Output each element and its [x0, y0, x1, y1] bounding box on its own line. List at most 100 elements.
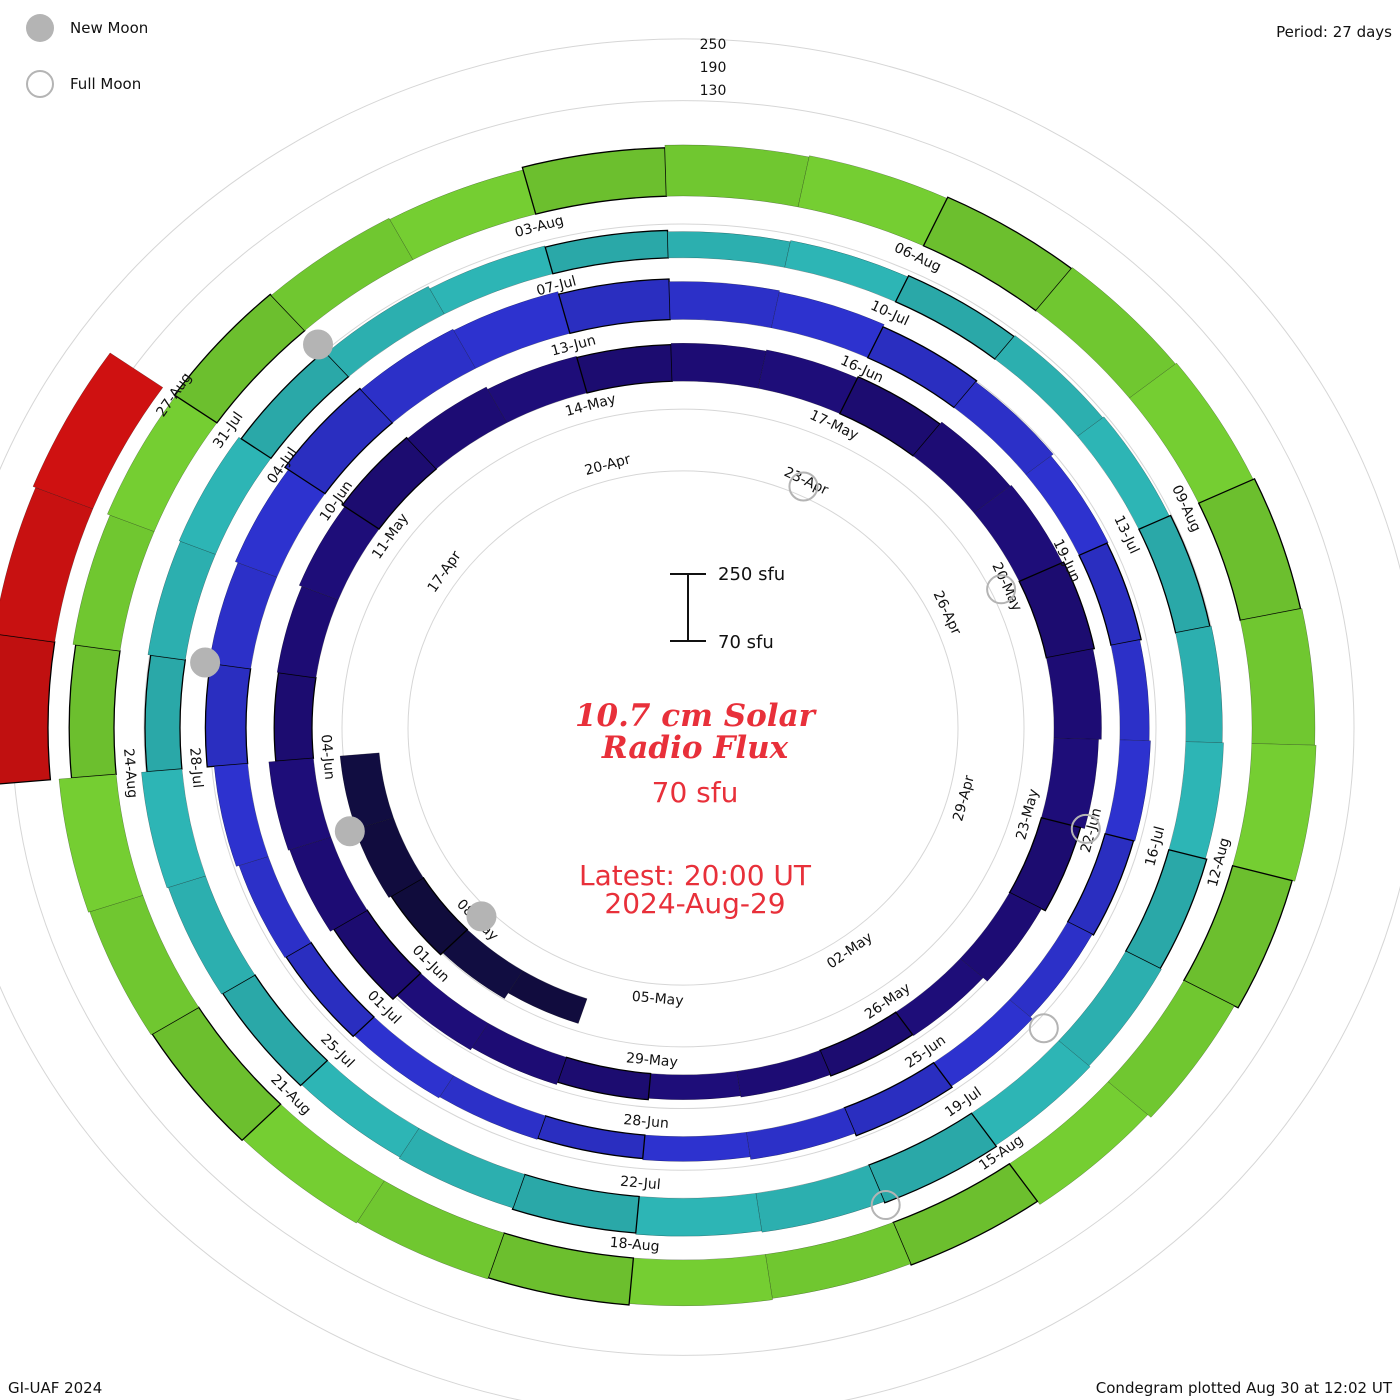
- guide-circle: [341, 408, 1025, 1048]
- flux-day-segment: [1107, 980, 1235, 1118]
- flux-day-segment: [642, 1132, 751, 1162]
- scale-bar-bottom-label: 70 sfu: [718, 632, 774, 653]
- date-tick-label: 16-Jul: [1142, 825, 1168, 868]
- flux-day-segment: [326, 286, 445, 377]
- flux-day-segment: [147, 541, 216, 660]
- flux-day-segment: [173, 293, 306, 424]
- date-tick-label: 20-Apr: [583, 451, 633, 479]
- flux-day-segment: [439, 1075, 546, 1140]
- footer-credit: GI-UAF 2024: [8, 1379, 103, 1397]
- flux-day-segment: [72, 515, 155, 652]
- full-moon-marker: [1028, 1013, 1059, 1044]
- flux-day-segment: [1197, 477, 1302, 622]
- date-tick-label: 29-Apr: [950, 774, 978, 824]
- flux-day-segment: [1009, 1081, 1148, 1205]
- chart-title-line1: 10.7 cm Solar: [574, 698, 816, 734]
- flux-day-segment: [332, 909, 422, 1001]
- flux-day-segment: [511, 1173, 640, 1234]
- guide-circle: [407, 470, 959, 986]
- flux-day-segment: [360, 329, 476, 423]
- flux-day-segment: [271, 218, 414, 331]
- date-tick-label: 22-Jul: [619, 1174, 661, 1193]
- flux-day-segment: [576, 343, 673, 394]
- flux-day-segment: [797, 155, 948, 246]
- date-tick-label: 26-Apr: [930, 588, 964, 637]
- full-moon-marker: [788, 471, 819, 502]
- flux-day-segment: [819, 1011, 914, 1077]
- flux-day-segment: [1110, 639, 1150, 741]
- full-moon-marker: [986, 574, 1017, 605]
- flux-day-segment: [771, 291, 885, 358]
- flux-day-segment: [68, 644, 121, 779]
- flux-day-segment: [755, 1164, 885, 1233]
- new-moon-marker: [466, 901, 497, 932]
- flux-day-segment: [1018, 561, 1096, 659]
- flux-day-segment: [746, 1107, 856, 1160]
- flux-day-segment: [557, 278, 671, 335]
- flux-day-segment: [1008, 816, 1082, 912]
- flux-day-segment: [667, 231, 791, 268]
- flux-day-segment: [508, 970, 588, 1024]
- flux-day-segment: [1041, 737, 1099, 829]
- flux-day-segment: [736, 1050, 831, 1098]
- full-moon-marker: [1070, 813, 1101, 844]
- flux-day-segment: [669, 281, 780, 328]
- flux-day-segment: [635, 1193, 762, 1237]
- date-tick-label: 23-Apr: [781, 464, 830, 498]
- legend-full-moon: Full Moon: [26, 70, 141, 98]
- flux-day-segment: [1232, 743, 1317, 882]
- flux-day-segment: [208, 562, 278, 669]
- radial-scale-labels: 250 190 130: [700, 37, 727, 99]
- flux-day-segment: [32, 352, 163, 509]
- flux-day-segment: [953, 381, 1054, 475]
- date-tick-label: 24-Aug: [120, 748, 140, 799]
- new-moon-marker: [303, 329, 334, 360]
- chart-title-line2: Radio Flux: [601, 730, 789, 766]
- flux-day-segment: [1175, 625, 1223, 743]
- scale-bar-top-label: 250 sfu: [718, 564, 785, 585]
- flux-day-segment: [670, 343, 767, 389]
- flux-day-segment: [843, 1061, 954, 1137]
- flux-day-segment: [895, 958, 984, 1036]
- flux-day-segment: [398, 1128, 525, 1209]
- date-tick-label: 05-May: [631, 989, 684, 1009]
- flux-day-segment: [629, 1254, 773, 1306]
- scale-label-130: 130: [700, 83, 727, 99]
- flux-day-segment: [1066, 832, 1135, 936]
- guide-circle: [0, 38, 1400, 1400]
- flux-day-segment: [407, 386, 508, 470]
- flux-day-segment: [341, 436, 438, 530]
- date-tick-label: 18-Aug: [609, 1235, 660, 1255]
- flux-day-segment: [283, 387, 394, 495]
- flux-day-segment: [784, 240, 909, 302]
- flux-day-segment: [389, 169, 536, 260]
- full-moon-marker: [870, 1190, 901, 1221]
- flux-day-segment: [204, 662, 252, 768]
- full-moon-label: Full Moon: [70, 75, 142, 93]
- flux-scale-bar: 250 sfu 70 sfu: [670, 564, 785, 653]
- flux-day-segment: [1240, 608, 1316, 746]
- flux-day-segment: [1168, 741, 1224, 859]
- flux-day-segment: [141, 768, 206, 888]
- flux-day-segment: [453, 291, 571, 369]
- latest-date: 2024-Aug-29: [604, 887, 786, 920]
- flux-day-segment: [544, 229, 670, 275]
- date-tick-label: 04-Jun: [317, 734, 337, 781]
- baseline-value: 70 sfu: [651, 776, 739, 809]
- flux-day-segment: [1046, 648, 1102, 740]
- flux-day-segment: [214, 763, 269, 867]
- flux-day-segment: [664, 144, 810, 208]
- flux-day-segment: [277, 586, 339, 678]
- flux-day-segment: [892, 1162, 1039, 1266]
- moon-phase-markers: [190, 329, 1101, 1221]
- scale-label-250: 250: [700, 37, 727, 53]
- latest-time: Latest: 20:00 UT: [578, 859, 812, 892]
- flux-day-segment: [521, 147, 668, 215]
- legend-new-moon: New Moon: [26, 14, 148, 42]
- new-moon-icon: [26, 14, 54, 42]
- full-moon-icon: [26, 70, 54, 98]
- flux-day-segment: [487, 356, 588, 423]
- flux-day-segment: [1078, 542, 1142, 647]
- flux-day-segment: [1137, 514, 1211, 634]
